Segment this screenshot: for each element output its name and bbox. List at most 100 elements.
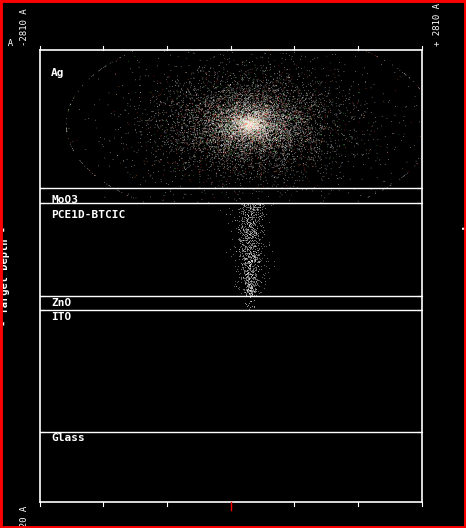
Point bbox=[238, 108, 246, 117]
Point bbox=[195, 158, 203, 167]
Point bbox=[276, 99, 283, 107]
Point bbox=[273, 86, 280, 95]
Point bbox=[247, 94, 255, 102]
Point bbox=[266, 132, 274, 140]
Point bbox=[241, 95, 248, 103]
Point bbox=[229, 143, 236, 151]
Point bbox=[275, 129, 282, 138]
Point bbox=[233, 112, 241, 120]
Point bbox=[330, 147, 338, 156]
Point bbox=[260, 121, 268, 130]
Point bbox=[258, 116, 265, 125]
Point bbox=[207, 108, 214, 117]
Point bbox=[235, 107, 243, 115]
Point bbox=[300, 30, 307, 38]
Point bbox=[361, 100, 369, 109]
Point bbox=[254, 114, 261, 122]
Point bbox=[253, 146, 260, 154]
Point bbox=[136, 93, 143, 102]
Point bbox=[293, 65, 300, 73]
Point bbox=[253, 95, 260, 103]
Point bbox=[245, 269, 253, 278]
Point bbox=[216, 122, 223, 130]
Point bbox=[276, 142, 283, 150]
Point bbox=[238, 213, 246, 221]
Point bbox=[246, 121, 253, 130]
Point bbox=[235, 144, 243, 152]
Point bbox=[284, 97, 291, 105]
Point bbox=[316, 142, 323, 150]
Point bbox=[263, 96, 270, 104]
Point bbox=[250, 114, 257, 122]
Point bbox=[202, 100, 210, 109]
Point bbox=[243, 120, 251, 129]
Point bbox=[292, 157, 299, 165]
Point bbox=[330, 154, 337, 162]
Point bbox=[257, 97, 265, 106]
Point bbox=[244, 218, 251, 226]
Point bbox=[235, 187, 243, 196]
Point bbox=[254, 248, 261, 257]
Point bbox=[296, 96, 304, 105]
Point bbox=[260, 105, 268, 113]
Point bbox=[277, 110, 285, 118]
Point bbox=[239, 189, 247, 197]
Point bbox=[249, 115, 257, 124]
Point bbox=[281, 123, 288, 131]
Point bbox=[262, 125, 270, 134]
Point bbox=[241, 126, 249, 135]
Point bbox=[295, 126, 302, 135]
Point bbox=[247, 119, 254, 127]
Point bbox=[247, 138, 254, 146]
Point bbox=[262, 137, 269, 146]
Point bbox=[256, 108, 264, 117]
Point bbox=[259, 116, 266, 125]
Point bbox=[226, 144, 233, 152]
Point bbox=[272, 150, 279, 159]
Point bbox=[232, 140, 239, 148]
Point bbox=[306, 71, 313, 80]
Point bbox=[246, 121, 254, 129]
Point bbox=[215, 134, 223, 143]
Point bbox=[256, 110, 264, 118]
Point bbox=[274, 126, 281, 134]
Point bbox=[251, 118, 259, 127]
Point bbox=[207, 110, 214, 118]
Point bbox=[242, 120, 249, 129]
Point bbox=[290, 92, 297, 100]
Point bbox=[234, 92, 242, 101]
Point bbox=[264, 120, 272, 128]
Point bbox=[219, 101, 226, 109]
Point bbox=[255, 109, 262, 117]
Point bbox=[214, 109, 221, 117]
Point bbox=[237, 123, 244, 131]
Point bbox=[245, 286, 252, 294]
Point bbox=[226, 124, 234, 132]
Point bbox=[249, 114, 256, 122]
Point bbox=[232, 94, 240, 102]
Point bbox=[245, 126, 253, 134]
Point bbox=[240, 98, 247, 107]
Point bbox=[299, 118, 306, 126]
Point bbox=[209, 82, 217, 90]
Point bbox=[242, 120, 250, 128]
Point bbox=[202, 118, 209, 127]
Point bbox=[342, 110, 349, 118]
Point bbox=[254, 261, 261, 269]
Point bbox=[278, 143, 285, 152]
Point bbox=[239, 26, 247, 34]
Point bbox=[256, 127, 263, 136]
Point bbox=[180, 134, 187, 142]
Point bbox=[243, 122, 250, 130]
Point bbox=[261, 105, 269, 114]
Point bbox=[307, 155, 314, 164]
Point bbox=[302, 121, 309, 129]
Point bbox=[258, 119, 266, 127]
Point bbox=[219, 128, 226, 137]
Point bbox=[231, 146, 239, 155]
Point bbox=[251, 257, 259, 265]
Point bbox=[271, 124, 278, 133]
Point bbox=[234, 120, 242, 129]
Point bbox=[247, 211, 254, 219]
Point bbox=[199, 129, 207, 137]
